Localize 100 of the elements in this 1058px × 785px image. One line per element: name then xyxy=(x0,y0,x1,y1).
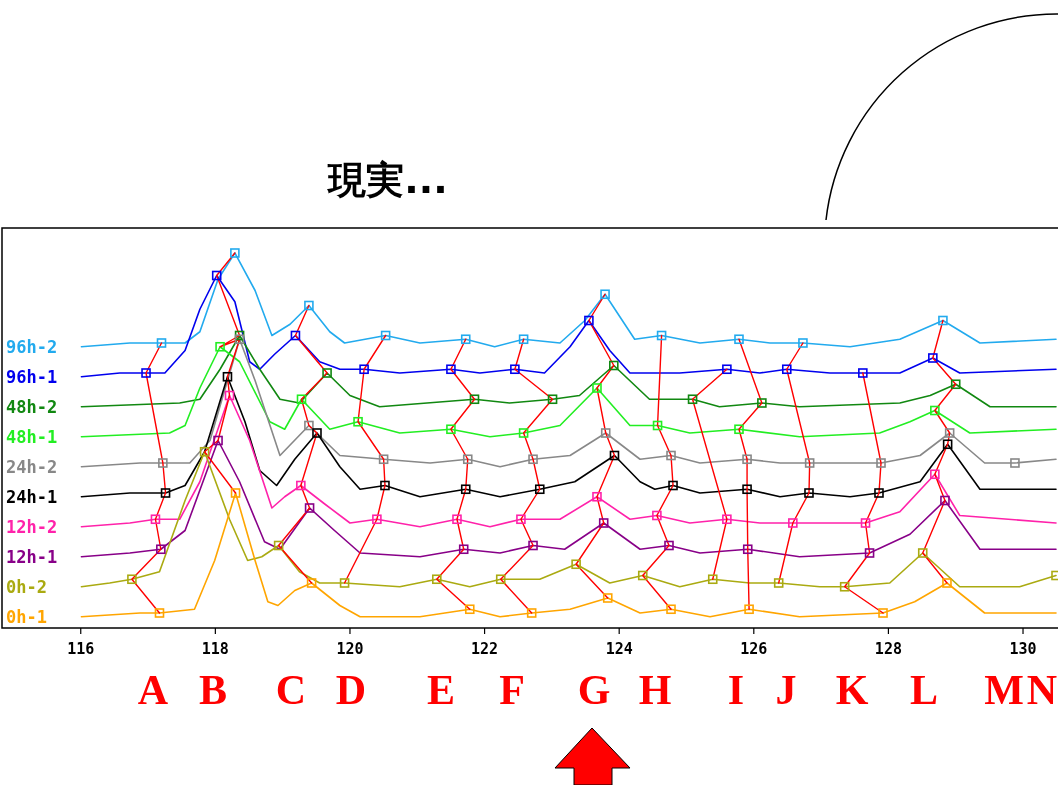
x-tick-label: 124 xyxy=(605,640,633,658)
point xyxy=(666,450,676,461)
point xyxy=(571,559,581,570)
point xyxy=(781,364,792,375)
series-label: 48h-1 xyxy=(6,426,58,447)
chart-title: 現実... xyxy=(326,158,448,202)
point xyxy=(150,514,161,525)
point xyxy=(858,368,868,378)
point xyxy=(230,488,241,498)
point xyxy=(380,330,391,341)
point xyxy=(158,458,168,468)
point xyxy=(306,578,317,588)
point xyxy=(930,469,940,480)
point xyxy=(656,330,667,341)
point xyxy=(213,435,223,446)
point xyxy=(874,488,884,498)
point xyxy=(290,330,301,341)
point xyxy=(950,379,961,390)
x-tick-label: 126 xyxy=(740,640,768,658)
point xyxy=(378,454,389,465)
point xyxy=(526,608,537,618)
point xyxy=(722,514,732,525)
point xyxy=(917,548,928,558)
point xyxy=(296,394,307,405)
point xyxy=(234,330,245,341)
point xyxy=(452,514,462,525)
text: K xyxy=(835,667,869,713)
text: C xyxy=(275,667,307,713)
series-label: 12h-2 xyxy=(6,516,58,537)
series-label: 24h-2 xyxy=(6,456,58,477)
point xyxy=(742,544,753,555)
point xyxy=(592,491,602,502)
point xyxy=(744,604,754,615)
series-label: 24h-1 xyxy=(6,486,58,507)
point xyxy=(495,574,506,585)
point xyxy=(804,488,814,498)
series-label: 48h-2 xyxy=(6,396,58,417)
point xyxy=(154,608,165,618)
point xyxy=(211,270,222,281)
point xyxy=(722,364,732,375)
point xyxy=(510,364,520,375)
point xyxy=(234,334,245,345)
text: G xyxy=(577,667,611,713)
point xyxy=(222,371,233,382)
point xyxy=(339,578,350,588)
text: A xyxy=(137,667,169,713)
text: N xyxy=(1026,667,1058,713)
point xyxy=(928,353,938,363)
text: 0h-2 xyxy=(6,576,47,597)
point xyxy=(734,334,744,345)
point xyxy=(528,454,538,465)
point xyxy=(431,574,442,585)
point xyxy=(938,315,948,326)
point xyxy=(462,454,473,465)
series-label: 96h-2 xyxy=(6,336,58,357)
point xyxy=(359,364,369,375)
point xyxy=(312,428,322,438)
point xyxy=(734,424,744,435)
text: H xyxy=(638,667,672,713)
point xyxy=(804,458,815,468)
point xyxy=(547,394,558,405)
point xyxy=(322,368,332,378)
point xyxy=(141,368,151,378)
point xyxy=(296,480,306,491)
point xyxy=(637,570,648,581)
point xyxy=(469,394,480,405)
point xyxy=(598,518,609,528)
point xyxy=(199,446,210,457)
point xyxy=(742,484,752,495)
point xyxy=(757,398,767,408)
point xyxy=(230,248,240,258)
point xyxy=(860,518,871,528)
x-tick-label: 116 xyxy=(67,640,95,658)
point xyxy=(878,608,888,618)
text: J xyxy=(775,667,797,713)
point xyxy=(1010,458,1020,468)
point xyxy=(215,341,225,352)
point xyxy=(156,338,167,348)
text: I xyxy=(727,667,745,713)
text: L xyxy=(909,667,939,713)
point xyxy=(773,578,784,588)
point xyxy=(156,544,166,555)
point xyxy=(652,510,662,521)
point xyxy=(160,488,171,498)
point xyxy=(668,480,678,491)
point xyxy=(304,420,314,431)
point xyxy=(304,300,314,311)
point xyxy=(707,574,718,585)
series-label: 96h-1 xyxy=(6,366,58,387)
point xyxy=(372,514,382,525)
point xyxy=(458,544,469,555)
point xyxy=(380,480,390,491)
point xyxy=(600,428,611,438)
point xyxy=(839,581,850,592)
text: E xyxy=(426,667,456,713)
x-tick-label: 130 xyxy=(1009,640,1037,658)
point xyxy=(353,416,363,427)
point xyxy=(273,540,284,551)
point xyxy=(664,540,674,551)
point xyxy=(304,503,315,513)
